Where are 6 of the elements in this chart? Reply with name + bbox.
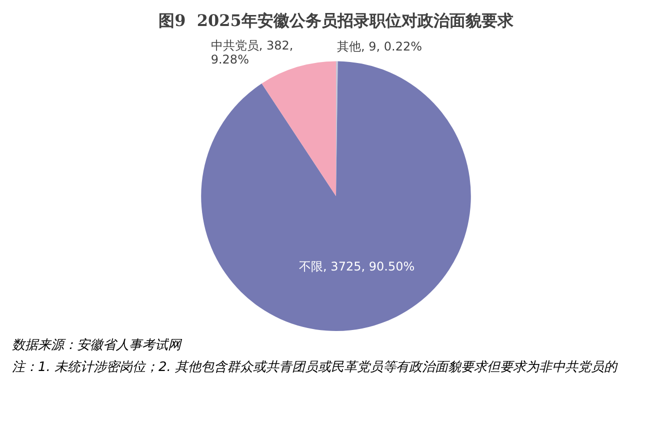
slice-label: 其他, 9, 0.22% — [337, 39, 422, 54]
text: 注：1. 未统计涉密岗位；2. 其他包含群众或共青团员或民革党员等有政治面貌要求但要求为非中共党员的 — [12, 359, 619, 377]
chart-title: 图9 2025年安徽公务员招录职位对政治面貌要求 — [158, 10, 514, 30]
slice-label: 不限, 3725, 90.50% — [299, 259, 415, 274]
source-note: 数据来源：安徽省人事考试网 — [12, 337, 183, 355]
slice-label: 中共党员, 382, 9.28% — [210, 38, 294, 67]
